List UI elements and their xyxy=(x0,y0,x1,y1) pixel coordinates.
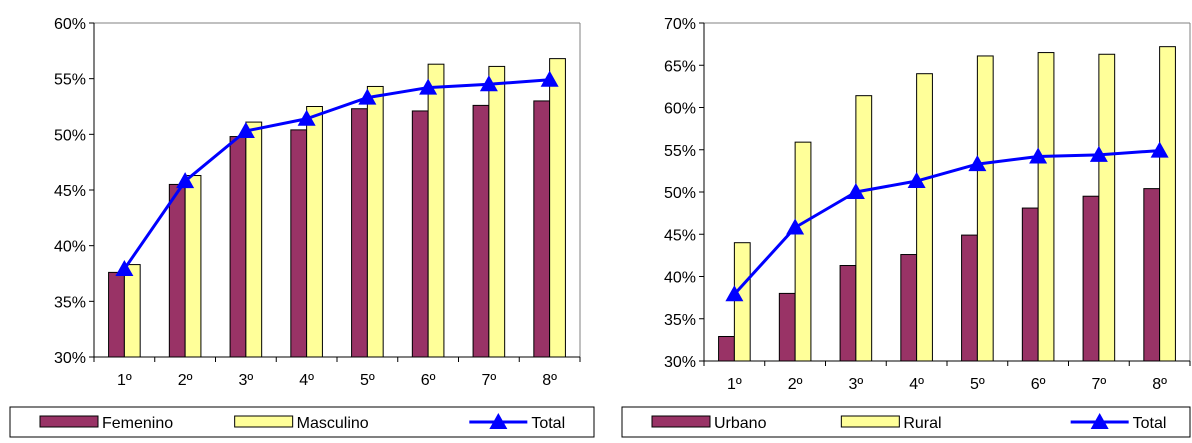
bar-masculino xyxy=(245,121,263,358)
y-tick-label: 55% xyxy=(54,72,86,89)
legend-label-urbano: Urbano xyxy=(714,415,767,432)
marker-triangle xyxy=(907,172,926,189)
x-tick-label: 7º xyxy=(482,372,497,389)
bar-masculino xyxy=(123,264,141,358)
y-tick-label: 30% xyxy=(54,350,86,367)
bar-urbano xyxy=(1082,195,1100,362)
legend-swatch-femenino xyxy=(39,415,99,428)
bar-urbano xyxy=(1021,207,1039,362)
chart-gender: 30% 35% 40% 45% 50% 55% 60% 1º 2º 3º 4º 5º 6º 7º 8º Fem… xyxy=(9,16,595,438)
legend-swatch-urbano xyxy=(651,415,711,428)
marker-triangle xyxy=(1029,147,1048,164)
legend-marker-triangle xyxy=(1090,413,1109,429)
legend-label-rural: Rural xyxy=(903,415,941,432)
bar-masculino xyxy=(488,65,506,358)
legend-label-femenino: Femenino xyxy=(102,415,173,432)
legend-swatch-masculino xyxy=(234,415,294,428)
bar-femenino xyxy=(229,136,247,358)
y-tick-label: 50% xyxy=(54,127,86,144)
x-tick-label: 4º xyxy=(299,372,314,389)
bar-rural xyxy=(916,73,933,362)
x-tick-label: 1º xyxy=(727,376,742,393)
marker-triangle xyxy=(176,172,195,189)
marker-triangle xyxy=(725,285,744,302)
chart-area: 30% 35% 40% 45% 50% 55% 60% 65% 70% 1º 2º 3º 4º 5º 6º 7… xyxy=(621,16,1191,438)
y-tick-label: 45% xyxy=(54,183,86,200)
bar-femenino xyxy=(168,183,186,358)
bar-urbano xyxy=(778,292,796,362)
y-tick-label: 60% xyxy=(54,16,86,33)
bar-rural xyxy=(794,141,812,362)
x-tick-label: 4º xyxy=(909,376,924,393)
y-tick-label: 65% xyxy=(664,58,696,75)
bar-femenino xyxy=(290,129,308,358)
x-tick-label: 8º xyxy=(542,372,557,389)
x-tick-label: 6º xyxy=(1031,376,1046,393)
x-tick-label: 5º xyxy=(360,372,375,389)
bar-femenino xyxy=(411,110,429,358)
bar-rural xyxy=(1159,46,1176,362)
marker-triangle xyxy=(358,88,377,105)
y-tick-label: 45% xyxy=(664,227,696,244)
bar-femenino xyxy=(351,108,368,358)
bar-urbano xyxy=(839,265,857,362)
bar-masculino xyxy=(184,175,202,358)
bar-urbano xyxy=(900,254,918,362)
bar-rural xyxy=(1037,52,1055,362)
y-tick-label: 30% xyxy=(664,354,696,371)
marker-triangle xyxy=(236,121,255,138)
y-tick-label: 50% xyxy=(664,185,696,202)
x-tick-label: 2º xyxy=(178,372,193,389)
bar-rural xyxy=(1098,53,1116,362)
bar-urbano xyxy=(718,335,735,362)
x-tick-label: 1º xyxy=(117,372,132,389)
y-tick-label: 70% xyxy=(664,16,696,33)
bar-femenino xyxy=(472,104,490,358)
marker-triangle xyxy=(968,155,987,172)
bar-urbano xyxy=(961,234,978,362)
bar-urbano xyxy=(1143,188,1161,362)
bar-femenino xyxy=(533,100,551,358)
bar-masculino xyxy=(427,63,445,358)
x-tick-label: 2º xyxy=(788,376,803,393)
legend-swatch-rural xyxy=(840,415,900,428)
x-tick-label: 7º xyxy=(1092,376,1107,393)
y-tick-label: 35% xyxy=(664,312,696,329)
y-tick-label: 35% xyxy=(54,294,86,311)
x-tick-label: 3º xyxy=(849,376,864,393)
bar-rural xyxy=(733,242,751,362)
x-tick-label: 8º xyxy=(1152,376,1167,393)
x-tick-label: 6º xyxy=(421,372,436,389)
line-total xyxy=(123,78,550,270)
y-tick-label: 40% xyxy=(54,239,86,256)
marker-triangle xyxy=(297,109,316,126)
bar-masculino xyxy=(366,85,384,358)
y-tick-label: 40% xyxy=(664,270,696,287)
marker-triangle xyxy=(479,75,498,92)
legend-label-masculino: Masculino xyxy=(297,415,369,432)
legend-label-total: Total xyxy=(531,415,565,432)
x-tick-label: 5º xyxy=(970,376,985,393)
bar-masculino xyxy=(549,58,566,358)
y-tick-label: 60% xyxy=(664,101,696,118)
marker-triangle xyxy=(1150,141,1169,158)
line-total xyxy=(733,149,1160,296)
marker-triangle xyxy=(1089,145,1108,162)
marker-triangle xyxy=(846,183,865,199)
marker-triangle xyxy=(115,260,134,277)
y-tick-label: 55% xyxy=(664,143,696,160)
x-tick-label: 3º xyxy=(239,372,254,389)
legend-marker-triangle xyxy=(489,413,508,429)
marker-triangle xyxy=(540,70,559,87)
bar-masculino xyxy=(306,106,323,358)
marker-triangle xyxy=(786,218,805,235)
marker-triangle xyxy=(419,78,438,95)
legend-label-total: Total xyxy=(1133,415,1167,432)
bar-rural xyxy=(976,55,994,362)
bar-femenino xyxy=(108,271,125,358)
bar-rural xyxy=(855,95,873,362)
